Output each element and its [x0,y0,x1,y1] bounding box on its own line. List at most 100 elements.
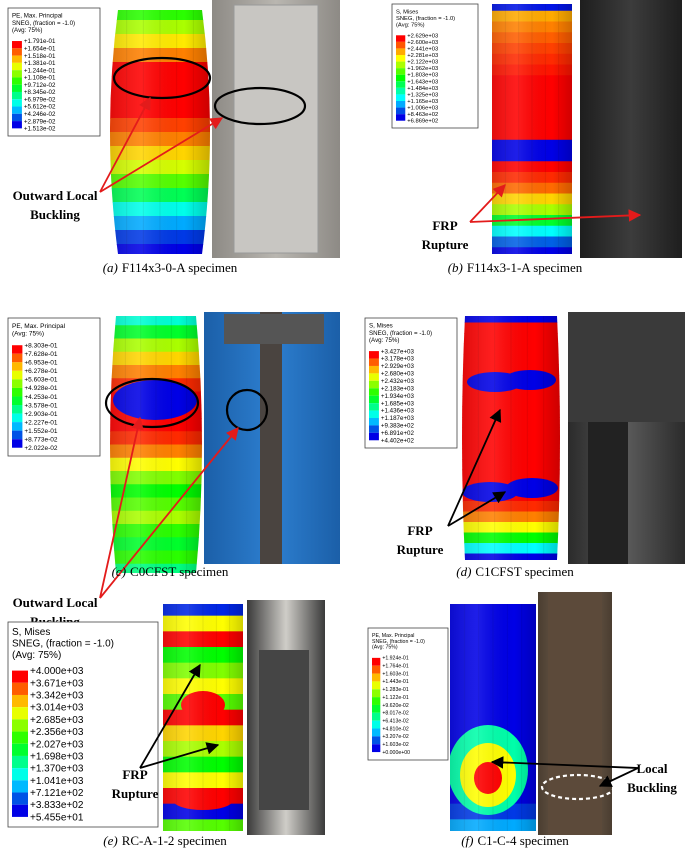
legend-swatch [12,743,28,756]
specimen [548,592,602,835]
caption-text: F114x3-1-A specimen [467,260,583,275]
annotation: Rupture [397,542,444,557]
legend-value: +4.402e+02 [381,437,415,444]
legend-title: SNEG, (fraction = -1.0) [396,16,455,22]
legend-swatch [12,768,28,781]
legend-swatch [369,410,379,418]
legend-swatch [12,694,28,708]
caption: (a) F114x3-0-A specimen [103,260,238,275]
legend-value: +6.953e-01 [24,360,57,367]
fe-model [450,604,536,831]
legend-value: +1.698e+03 [30,751,84,762]
legend-swatch [12,55,22,63]
legend-swatch [12,755,28,769]
legend-swatch [396,35,406,42]
legend-value: +1.244e-01 [24,67,56,74]
highlight-ellipse [112,56,212,100]
legend-swatch [12,70,22,78]
arrow [99,427,239,599]
legend-value: +7.121e+02 [30,788,84,799]
arrow [469,184,506,223]
legend-swatch [396,48,406,56]
arrow [99,96,151,193]
photo [580,0,682,258]
annotation: Rupture [422,237,469,252]
legend-value: +7.628e-01 [24,351,57,358]
caption-label: (f) [461,833,473,848]
legend-swatch [12,99,22,107]
legend-swatch [396,41,406,49]
highlight-ellipse [540,773,616,801]
legend-swatch [369,351,379,359]
legend-value: +5.603e-01 [24,377,57,384]
legend-value: +1.484e+03 [407,86,438,92]
legend-value: +2.281e+03 [407,53,438,59]
legend-swatch [372,681,381,690]
legend-swatch [396,81,406,88]
legend-value: +6.979e-02 [24,96,56,103]
legend-swatch [396,87,406,95]
legend-swatch [369,388,379,396]
legend-value: +3.342e+03 [30,690,84,701]
fe-model [163,604,243,831]
legend-value: +1.924e-01 [382,656,409,662]
legend-value: +1.962e+03 [407,66,438,72]
legend-title: S, Mises [12,627,50,638]
legend-value: +1.685e+03 [381,400,415,407]
legend-value: +6.413e-02 [382,718,409,724]
legend-value: +8.303e-01 [24,342,57,349]
plate [224,314,324,344]
legend-swatch [12,780,28,793]
legend-swatch [369,403,379,411]
legend-swatch [12,682,28,695]
annotation: FRP [122,767,147,782]
legend-title: (Avg: 75%) [12,27,43,34]
legend-swatch [12,670,28,683]
legend-swatch [396,68,406,75]
caption: (b) F114x3-1-A specimen [448,260,583,275]
fe-model [462,316,560,560]
caption-text: RC-A-1-2 specimen [122,833,228,848]
annotation: FRP [432,218,457,233]
highlight-ellipse [213,86,307,126]
specimen [260,312,282,564]
legend-swatch [12,405,23,414]
arrow [490,756,639,769]
arrow [139,663,201,769]
legend-value: +1.283e-01 [382,687,409,693]
legend-title: PE, Max. Principal [12,13,63,20]
legend-swatch [12,379,23,388]
legend-value: +1.654e-01 [24,45,56,52]
legend-swatch [372,697,381,705]
arrow [139,742,220,769]
legend-title: (Avg: 75%) [369,337,400,344]
legend-swatch [372,665,381,674]
legend-swatch [12,731,28,744]
legend-swatch [12,707,28,720]
legend-swatch [12,387,23,397]
legend-box [367,627,449,761]
shading [110,316,202,573]
legend-swatch [12,370,23,380]
legend-box [7,621,159,828]
legend-swatch [396,107,406,115]
legend-swatch [396,61,406,69]
legend-swatch [396,55,406,62]
annotation: Rupture [112,786,159,801]
legend-swatch [12,396,23,406]
legend-swatch [12,430,23,440]
legend-swatch [372,736,381,745]
legend-value: +8.463e+02 [407,112,438,118]
legend-value: +2.022e-02 [24,445,57,452]
legend-value: +9.383e+02 [381,423,415,430]
legend-value: +9.620e-02 [382,703,409,709]
shading [163,604,243,831]
arrow [447,408,502,527]
legend-value: +2.441e+03 [407,46,438,52]
arrow [447,491,507,527]
legend-value: +1.381e-01 [24,60,56,67]
legend-title: PE, Max. Principal [12,323,66,330]
